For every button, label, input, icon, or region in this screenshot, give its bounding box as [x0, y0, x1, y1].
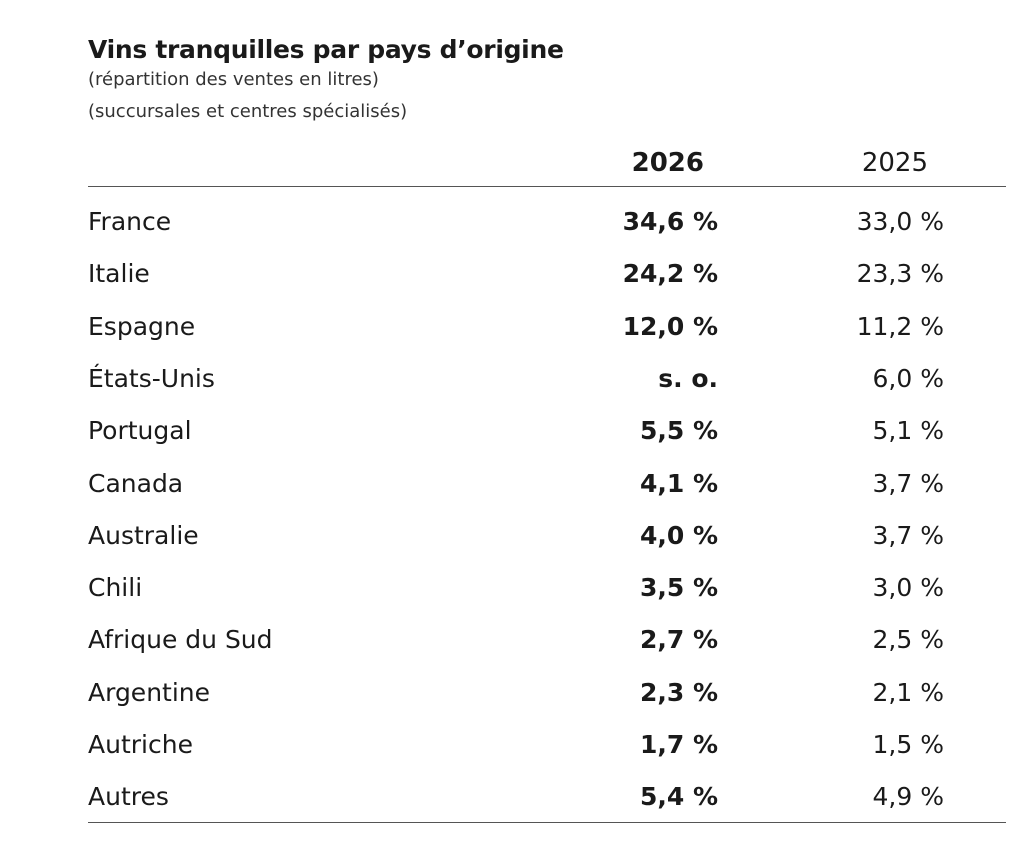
value-2025: 2,5 %	[872, 625, 944, 655]
row-label: Chili	[88, 573, 143, 603]
value-2026: s. o.	[658, 363, 718, 393]
value-2026: 4,0 %	[639, 520, 718, 550]
subtitle: (succursales et centres spécialisés)	[88, 101, 408, 122]
value-2025: 23,3 %	[856, 259, 944, 289]
row-label: Autres	[88, 782, 169, 812]
row-label: Autriche	[88, 730, 193, 759]
value-2026: 5,5 %	[639, 416, 718, 446]
value-2025: 11,2 %	[856, 311, 944, 341]
title: Vins tranquilles par pays d’origine	[88, 35, 564, 64]
value-2026: 3,5 %	[639, 573, 718, 603]
value-2026: 4,1 %	[639, 468, 718, 498]
value-2026: 34,6 %	[622, 207, 718, 236]
row-label: Italie	[88, 259, 150, 289]
value-2025: 1,5 %	[872, 730, 944, 759]
row-label: France	[88, 207, 172, 236]
column-header: 2025	[861, 148, 928, 178]
column-header: 2026	[631, 148, 704, 178]
value-2025: 6,0 %	[872, 363, 944, 393]
value-2025: 3,0 %	[872, 573, 944, 603]
row-label: Argentine	[88, 677, 211, 707]
row-label: Australie	[88, 520, 199, 550]
header-rule	[88, 186, 1006, 187]
row-label: Espagne	[88, 311, 196, 341]
row-label: Portugal	[88, 416, 192, 446]
value-2026: 24,2 %	[622, 259, 718, 289]
value-2026: 2,3 %	[639, 677, 718, 707]
bottom-rule	[88, 822, 1006, 823]
value-2025: 5,1 %	[872, 416, 944, 446]
row-label: Canada	[88, 468, 184, 498]
value-2026: 5,4 %	[639, 782, 718, 812]
row-label: Afrique du Sud	[88, 625, 273, 655]
value-2026: 1,7 %	[639, 730, 718, 759]
value-2025: 33,0 %	[856, 207, 944, 236]
row-label: États-Unis	[88, 363, 215, 393]
value-2025: 4,9 %	[872, 782, 944, 812]
value-2025: 3,7 %	[872, 520, 944, 550]
value-2025: 3,7 %	[872, 468, 944, 498]
value-2025: 2,1 %	[872, 677, 944, 707]
value-2026: 12,0 %	[622, 311, 718, 341]
value-2026: 2,7 %	[639, 625, 718, 655]
subtitle: (répartition des ventes en litres)	[88, 69, 379, 90]
